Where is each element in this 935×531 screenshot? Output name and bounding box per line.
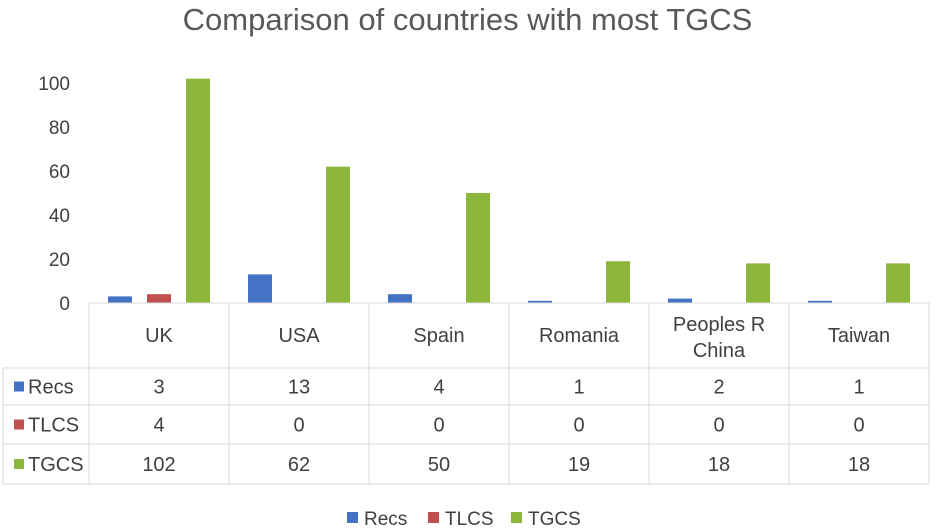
table-legend-key-tgcs [14, 459, 24, 469]
table-legend-key-recs [14, 381, 24, 392]
bar-recs-0 [108, 296, 132, 303]
table-cell-value: 2 [713, 377, 724, 399]
y-tick-label: 40 [49, 206, 70, 227]
table-cell-value: 1 [573, 377, 584, 399]
bar-recs-3 [528, 300, 552, 303]
legend-label: TGCS [528, 509, 581, 530]
table-series-label: Recs [28, 377, 74, 399]
y-tick-label: 60 [49, 162, 70, 183]
category-label: China [693, 340, 746, 362]
table-cell-value: 0 [713, 415, 724, 437]
legend-key-tlcs [428, 512, 439, 523]
bar-recs-5 [808, 300, 832, 303]
bar-tgcs-4 [746, 263, 770, 303]
category-label: UK [145, 325, 173, 347]
y-tick-label: 0 [59, 294, 70, 315]
legend-label: TLCS [445, 509, 494, 530]
table-cell-value: 1 [853, 377, 864, 399]
table-cell-value: 0 [853, 415, 864, 437]
table-cell-value: 18 [708, 454, 730, 476]
table-cell-value: 13 [288, 377, 310, 399]
table-cell-value: 19 [568, 454, 590, 476]
table-cell-value: 102 [142, 454, 175, 476]
legend-label: Recs [364, 509, 407, 530]
legend-key-tgcs [511, 512, 522, 523]
category-label: Spain [413, 325, 464, 347]
bar-recs-1 [248, 274, 272, 303]
chart-title: Comparison of countries with most TGCS [182, 2, 753, 37]
bar-tlcs-0 [147, 294, 171, 303]
table-series-label: TGCS [28, 454, 84, 476]
y-tick-label: 100 [38, 74, 70, 95]
table-cell-value: 62 [288, 454, 310, 476]
bar-tgcs-5 [886, 263, 910, 303]
y-tick-label: 80 [49, 118, 70, 139]
table-cell-value: 18 [848, 454, 870, 476]
bar-tgcs-3 [606, 261, 630, 303]
bar-tgcs-0 [186, 78, 210, 303]
table-series-label: TLCS [28, 415, 79, 437]
category-label: USA [278, 325, 320, 347]
bar-tgcs-2 [466, 193, 490, 303]
bar-recs-4 [668, 298, 692, 303]
y-tick-label: 20 [49, 250, 70, 271]
table-cell-value: 50 [428, 454, 450, 476]
category-label: Romania [539, 325, 620, 347]
legend-key-recs [347, 512, 358, 523]
table-cell-value: 4 [153, 415, 164, 437]
table-cell-value: 0 [433, 415, 444, 437]
table-legend-key-tlcs [14, 419, 24, 430]
bar-recs-2 [388, 294, 412, 303]
table-cell-value: 3 [153, 377, 164, 399]
table-cell-value: 4 [433, 377, 444, 399]
category-label: Taiwan [828, 325, 890, 347]
category-label: Peoples R [673, 314, 765, 336]
table-cell-value: 0 [573, 415, 584, 437]
bar-tgcs-1 [326, 166, 350, 303]
table-cell-value: 0 [293, 415, 304, 437]
